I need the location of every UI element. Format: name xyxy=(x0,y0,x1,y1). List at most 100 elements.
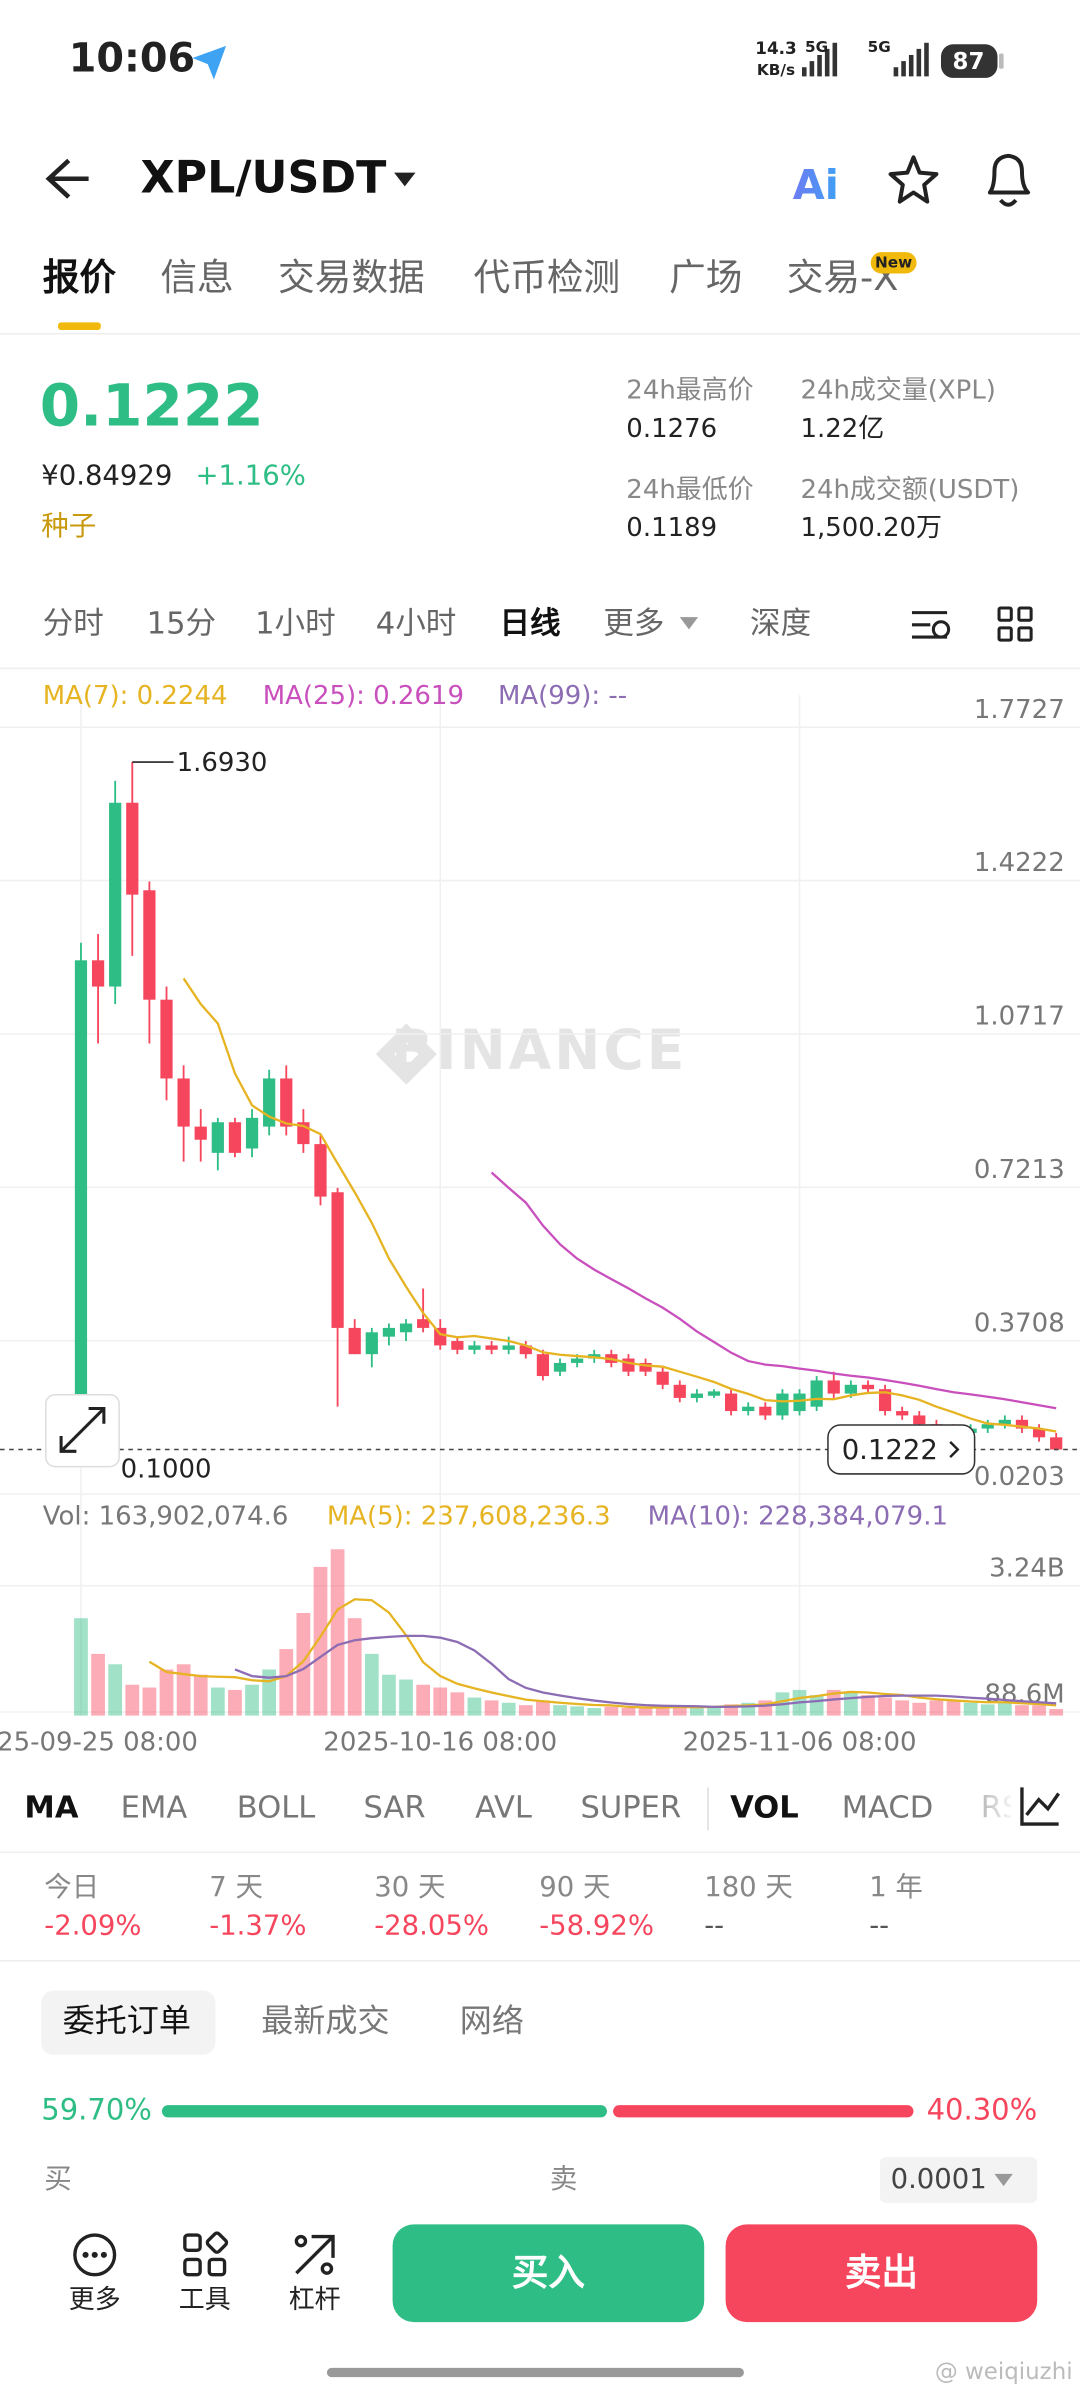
interval[interactable]: 更多 xyxy=(603,606,664,641)
buy-ratio-bar xyxy=(161,2105,607,2118)
favorite-button[interactable] xyxy=(888,155,939,204)
cny-price: ¥0.84929 xyxy=(41,460,172,492)
candle-body xyxy=(861,1384,875,1390)
period-value: -1.37% xyxy=(209,1909,306,1941)
x-tick-label: 2025-11-06 08:00 xyxy=(683,1728,917,1758)
tab[interactable]: 交易数据 xyxy=(278,256,425,299)
interval[interactable]: 1小时 xyxy=(255,606,336,641)
volume-bar xyxy=(484,1700,499,1716)
volume-bar xyxy=(1049,1709,1064,1716)
stat-label: 24h成交额(USDT) xyxy=(800,475,1019,505)
tab[interactable]: 代币检测 xyxy=(474,256,621,299)
candle-body xyxy=(913,1415,926,1425)
indicator[interactable]: MA xyxy=(24,1790,78,1825)
candle-body xyxy=(331,1192,344,1328)
candle-body xyxy=(1050,1437,1063,1450)
candle-body xyxy=(348,1327,361,1355)
indicator[interactable]: BOLL xyxy=(237,1790,316,1825)
buy-label[interactable]: 买入 xyxy=(512,2251,586,2294)
pair-title[interactable]: XPL/USDT xyxy=(141,152,387,203)
volume-bar xyxy=(296,1612,311,1716)
candle-body xyxy=(160,999,173,1079)
pair-dropdown[interactable] xyxy=(394,172,416,187)
more-dots xyxy=(82,2251,107,2258)
sell-button[interactable] xyxy=(725,2224,1038,2323)
volume-bar xyxy=(861,1695,875,1716)
indicator[interactable]: EMA xyxy=(121,1790,188,1825)
indicator[interactable]: VOL xyxy=(730,1790,799,1825)
ma25-line xyxy=(490,1171,1057,1410)
candle-body xyxy=(211,1122,224,1153)
book-tab[interactable]: 最新成交 xyxy=(261,2002,389,2040)
precision-dropdown[interactable] xyxy=(994,2173,1013,2187)
indicator[interactable]: AVL xyxy=(475,1790,532,1825)
interval[interactable]: 深度 xyxy=(750,606,811,641)
vol-legend: MA(10): 228,384,079.1 xyxy=(648,1501,948,1531)
book-tab[interactable]: 网络 xyxy=(460,2002,524,2040)
app-icon xyxy=(192,45,227,80)
candle-body xyxy=(878,1389,892,1412)
new-badge-bg xyxy=(870,252,917,274)
stat-label: 24h成交量(XPL) xyxy=(800,376,995,406)
new-badge: New xyxy=(875,253,912,271)
volume-bar xyxy=(570,1706,584,1716)
volume-bar xyxy=(364,1653,379,1716)
fullscreen-icon xyxy=(59,1407,106,1453)
buy-button[interactable] xyxy=(392,2224,705,2323)
price-change: +1.16% xyxy=(196,460,306,492)
indicator-settings-button[interactable] xyxy=(1020,1787,1060,1826)
candle-body xyxy=(656,1371,669,1385)
layout-button[interactable] xyxy=(997,606,1033,642)
precision-select[interactable] xyxy=(879,2157,1038,2203)
chart-settings-button[interactable] xyxy=(911,611,951,639)
nav-icons xyxy=(73,2231,335,2277)
last-price: 0.1222 xyxy=(40,372,264,440)
tab[interactable]: 信息 xyxy=(160,256,233,299)
indicator[interactable]: MACD xyxy=(842,1790,934,1825)
more-dropdown[interactable] xyxy=(679,617,699,630)
interval[interactable]: 15分 xyxy=(147,606,216,641)
watermark: @ weiqiuzhi xyxy=(935,2359,1073,2385)
period-value: -- xyxy=(869,1909,889,1941)
nav-label[interactable]: 工具 xyxy=(179,2285,231,2315)
candle-body xyxy=(742,1406,755,1412)
nav-label[interactable]: 更多 xyxy=(69,2285,121,2315)
interval[interactable]: 日线 xyxy=(500,606,561,641)
interval[interactable]: 分时 xyxy=(43,606,104,641)
volume-bar xyxy=(621,1707,636,1716)
volume-bar xyxy=(416,1684,431,1716)
battery-tip xyxy=(999,53,1004,69)
indicator[interactable]: SUPER xyxy=(580,1790,681,1825)
last-price-box[interactable] xyxy=(827,1424,976,1475)
candle-body xyxy=(468,1345,481,1350)
tab[interactable]: 报价 xyxy=(43,256,117,299)
divider xyxy=(0,1851,1080,1854)
nav-label[interactable]: 杠杆 xyxy=(289,2285,341,2315)
candle-body xyxy=(417,1319,430,1328)
volume-bar xyxy=(655,1706,670,1716)
back-button[interactable] xyxy=(45,158,89,199)
indicator[interactable]: SAR xyxy=(364,1790,426,1825)
clock: 10:06 xyxy=(69,36,195,82)
candle-body xyxy=(571,1358,584,1363)
volume-bar xyxy=(382,1674,396,1716)
candle-body xyxy=(519,1345,532,1355)
net-unit: KB/s xyxy=(757,61,795,79)
ai-button[interactable]: Ai xyxy=(793,161,839,209)
y-tick-label: 0.7213 xyxy=(974,1155,1065,1185)
low-label: 0.1000 xyxy=(121,1454,212,1484)
volume-bar xyxy=(450,1692,465,1716)
candle-body xyxy=(690,1393,703,1398)
tab[interactable]: 广场 xyxy=(669,256,742,299)
book-tab[interactable]: 委托订单 xyxy=(63,2002,191,2040)
buy-ratio: 59.70% xyxy=(41,2092,152,2126)
sell-label[interactable]: 卖出 xyxy=(845,2251,918,2294)
fade xyxy=(947,1772,1016,1849)
interval[interactable]: 4小时 xyxy=(376,606,457,641)
period-label: 1 年 xyxy=(869,1871,923,1903)
alert-button[interactable] xyxy=(987,153,1031,207)
candle-body xyxy=(74,960,88,1460)
volume-bar xyxy=(193,1674,208,1716)
vol-legend: MA(5): 237,608,236.3 xyxy=(327,1501,611,1531)
